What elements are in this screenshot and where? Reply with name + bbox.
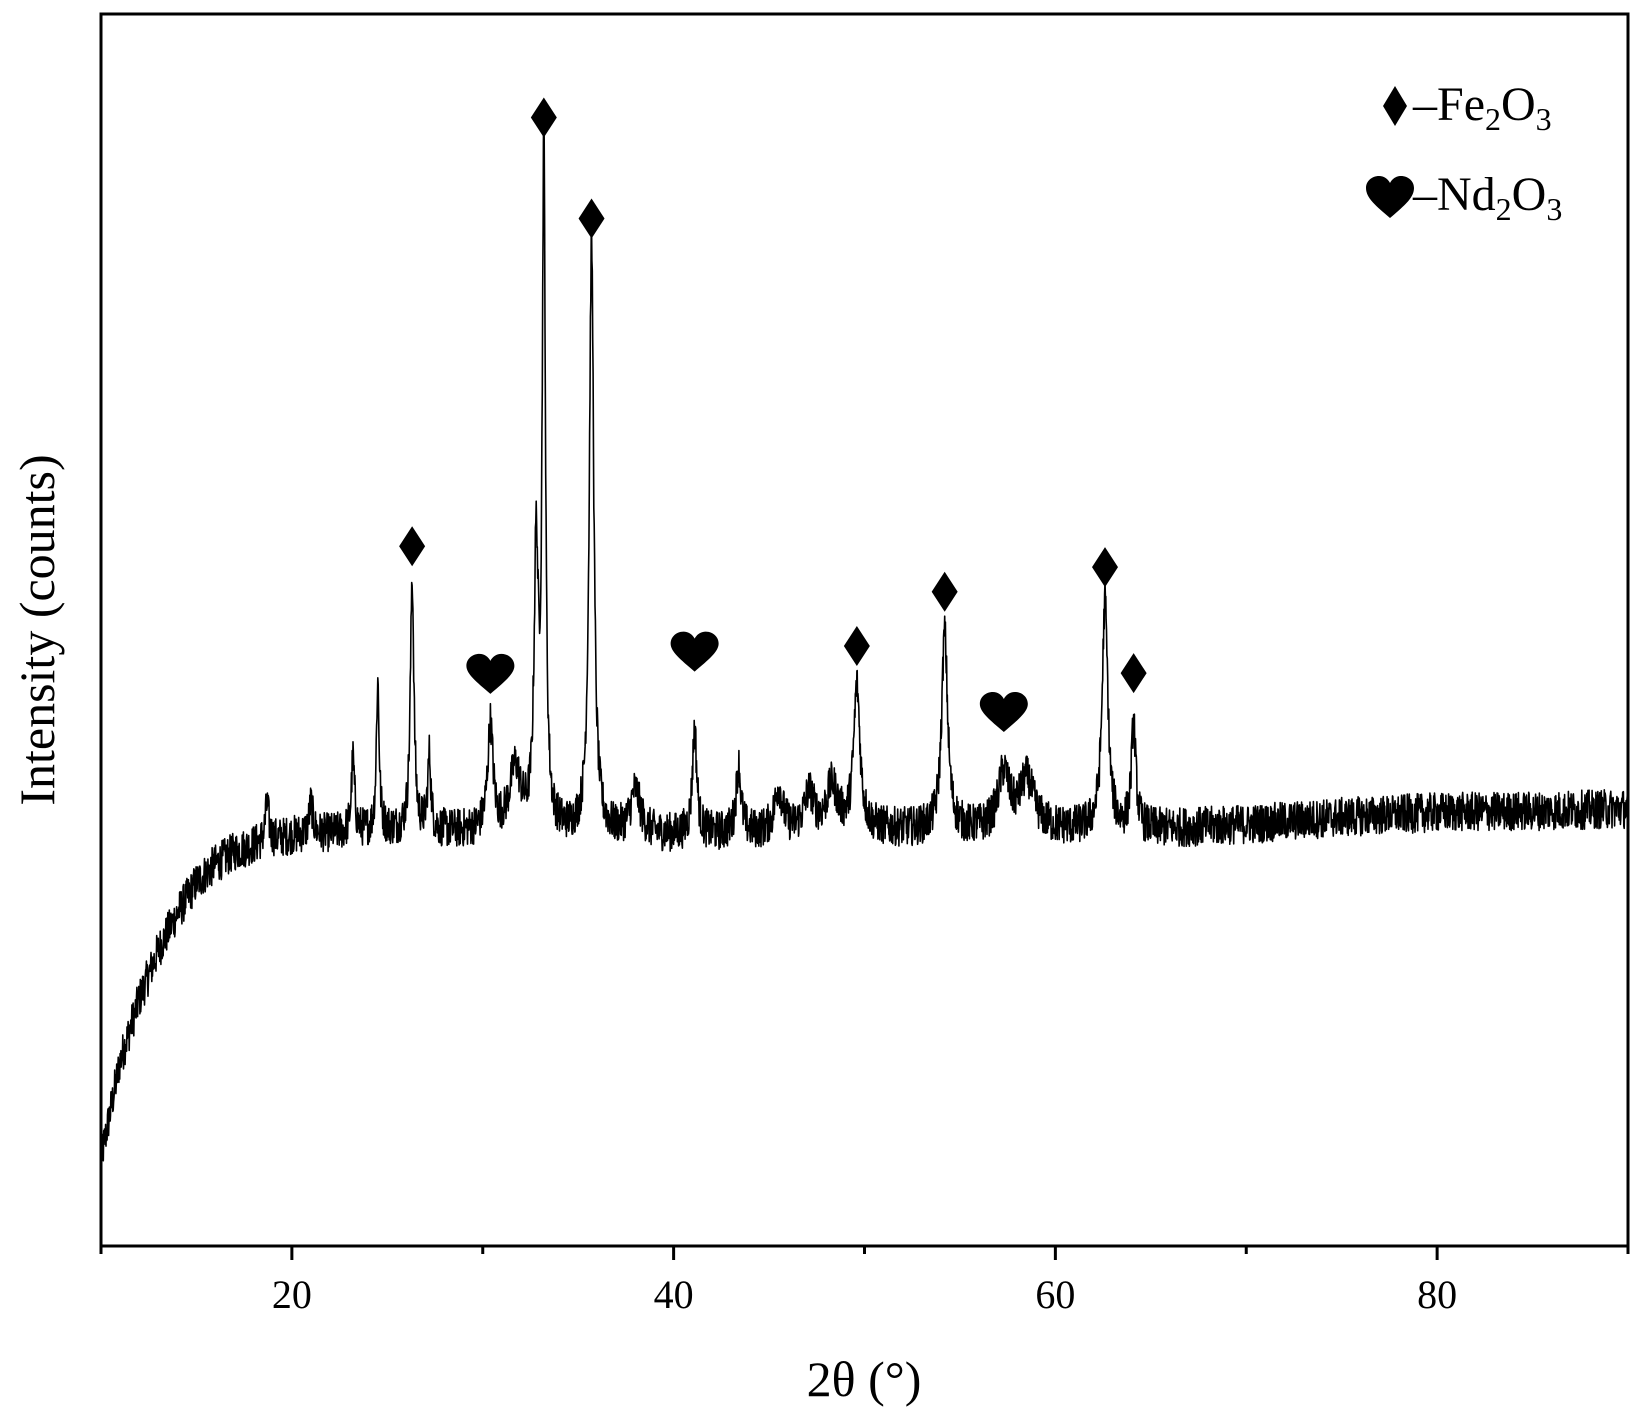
diamond-icon: [1383, 86, 1407, 126]
heart-icon: [979, 692, 1028, 733]
legend-label-fe2o3-o: O: [1501, 78, 1536, 131]
diamond-icon: [578, 198, 605, 239]
x-axis-title: 2θ (°): [807, 1351, 922, 1407]
x-axis-tick-labels: 20 40 60 80: [272, 1272, 1457, 1317]
legend-label-nd2o3-sub1: 2: [1496, 191, 1512, 227]
xrd-trace-line: [100, 106, 1629, 1167]
y-axis-title: Intensity (counts): [9, 454, 65, 805]
legend-label-fe2o3-sub1: 2: [1485, 101, 1501, 137]
x-axis-ticks: [99, 1246, 1630, 1260]
heart-icon: [670, 631, 719, 672]
svg-text:–Fe2O3: –Fe2O3: [1412, 78, 1552, 137]
legend-label-fe2o3-sub2: 3: [1536, 101, 1552, 137]
plot-frame: [99, 12, 1630, 1248]
x-tick-label: 40: [654, 1272, 694, 1317]
legend-label-nd2o3-o: O: [1512, 168, 1547, 221]
diamond-icon: [530, 97, 557, 138]
legend-item-fe2o3: –Fe2O3: [1383, 78, 1552, 137]
legend-item-nd2o3: –Nd2O3: [1366, 168, 1562, 227]
x-tick-label: 60: [1035, 1272, 1075, 1317]
svg-text:–Nd2O3: –Nd2O3: [1412, 168, 1562, 227]
peak-markers: [399, 97, 1147, 733]
heart-icon: [1366, 176, 1414, 218]
diamond-icon: [399, 526, 426, 567]
x-tick-label: 20: [272, 1272, 312, 1317]
diamond-icon: [1092, 547, 1119, 588]
legend-label-nd2o3-prefix: –Nd: [1412, 168, 1496, 221]
diamond-icon: [1120, 653, 1147, 694]
legend: –Fe2O3 –Nd2O3: [1366, 78, 1562, 227]
legend-label-fe2o3-prefix: –Fe: [1412, 78, 1485, 131]
x-tick-label: 80: [1417, 1272, 1457, 1317]
legend-label-nd2o3-sub2: 3: [1546, 191, 1562, 227]
diamond-icon: [843, 626, 870, 667]
heart-icon: [466, 653, 515, 694]
diamond-icon: [931, 571, 958, 612]
